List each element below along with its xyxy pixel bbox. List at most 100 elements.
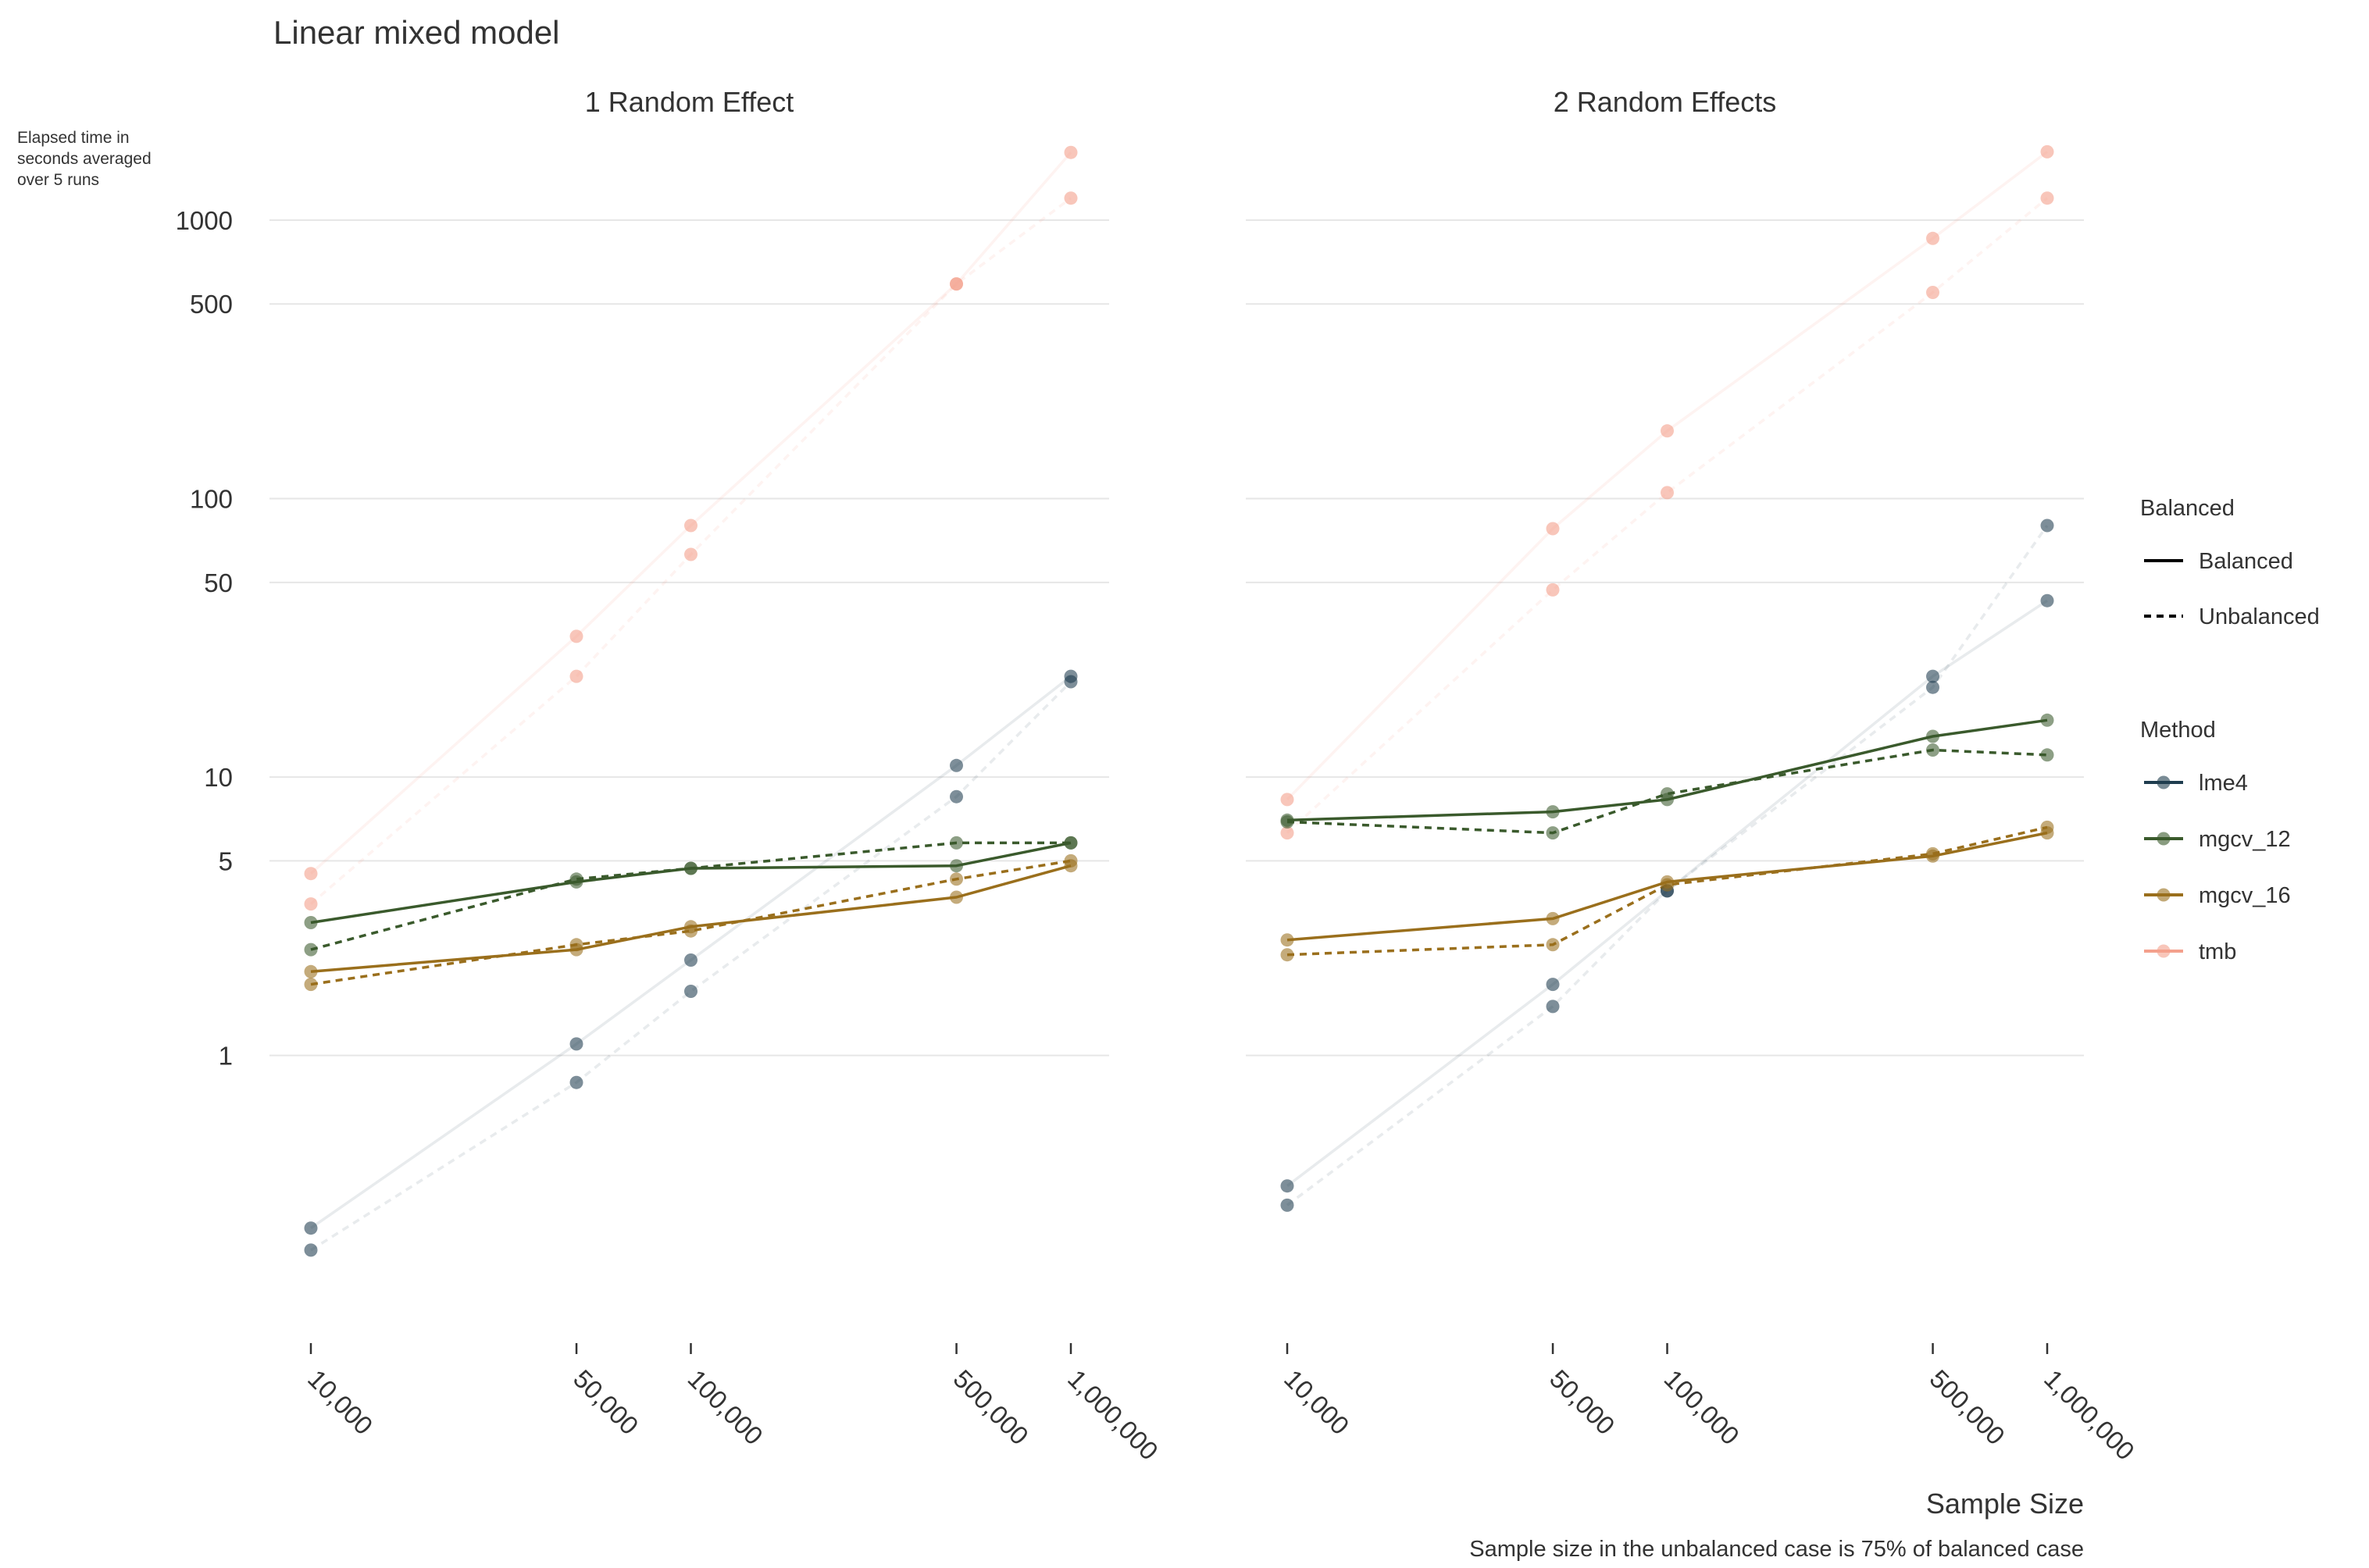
y-tick-label: 500 [190, 290, 233, 319]
y-tick-label: 100 [190, 484, 233, 513]
point-lme4-unbalanced [2040, 519, 2054, 533]
point-mgcv-16-unbalanced [684, 924, 697, 938]
point-mgcv-12-unbalanced [950, 836, 963, 850]
point-tmb-unbalanced [1661, 486, 1674, 500]
y-tick-label: 1 [219, 1042, 233, 1071]
x-axis-label: Sample Size [1926, 1488, 2084, 1520]
point-mgcv-16-unbalanced [1064, 853, 1078, 868]
point-tmb-unbalanced [304, 897, 318, 911]
point-tmb-unbalanced [1926, 286, 1939, 299]
point-mgcv-12-unbalanced [1064, 836, 1078, 850]
y-tick-label: 5 [219, 846, 233, 875]
legend-key-point-tmb [2157, 944, 2171, 958]
point-tmb-balanced [1280, 793, 1294, 807]
point-lme4-unbalanced [684, 985, 697, 998]
point-mgcv-12-unbalanced [304, 943, 318, 957]
point-mgcv-12-balanced [2040, 713, 2054, 727]
point-mgcv-12-unbalanced [1926, 743, 1939, 757]
legend-label-mgcv-16: mgcv_16 [2199, 883, 2291, 908]
point-tmb-balanced [2040, 144, 2054, 159]
point-mgcv-12-balanced [304, 916, 318, 929]
point-tmb-balanced [304, 867, 318, 881]
point-mgcv-12-balanced [1546, 805, 1560, 819]
y-axis-label-line-3: over 5 runs [17, 171, 99, 189]
point-lme4-balanced [2040, 593, 2054, 608]
y-axis-label-line-2: seconds averaged [17, 150, 152, 168]
y-tick-label: 50 [204, 568, 233, 597]
point-tmb-balanced [569, 629, 583, 643]
point-mgcv-12-balanced [1926, 729, 1939, 743]
chart-caption: Sample size in the unbalanced case is 75… [1469, 1537, 2084, 1562]
point-mgcv-16-unbalanced [304, 978, 318, 992]
point-mgcv-16-unbalanced [1280, 948, 1294, 962]
point-lme4-balanced [1546, 978, 1560, 992]
legend-label-mgcv-12: mgcv_12 [2199, 827, 2291, 852]
legend-key-point-mgcv-12 [2157, 832, 2171, 846]
point-lme4-unbalanced [1926, 680, 1939, 694]
point-mgcv-16-unbalanced [1546, 938, 1560, 952]
point-mgcv-16-unbalanced [1661, 878, 1674, 892]
point-mgcv-16-unbalanced [950, 872, 963, 886]
point-tmb-balanced [1546, 522, 1560, 536]
point-tmb-unbalanced [1546, 583, 1560, 597]
legend-label-lme4: lme4 [2199, 771, 2248, 796]
y-tick-label: 1000 [176, 206, 233, 235]
panel-title: 2 Random Effects [1554, 86, 1777, 118]
point-tmb-balanced [1926, 231, 1939, 245]
point-tmb-unbalanced [569, 669, 583, 683]
point-mgcv-12-balanced [950, 859, 963, 873]
point-mgcv-16-balanced [1546, 911, 1560, 925]
point-tmb-balanced [1661, 424, 1674, 438]
series-line-mgcv-12-unbalanced [1286, 748, 2048, 835]
point-lme4-balanced [1926, 669, 1939, 683]
point-mgcv-12-unbalanced [569, 872, 583, 886]
point-mgcv-16-balanced [1280, 933, 1294, 947]
point-lme4-unbalanced [1064, 675, 1078, 689]
point-tmb-unbalanced [1280, 826, 1294, 840]
point-mgcv-12-unbalanced [1280, 815, 1294, 829]
point-mgcv-16-balanced [304, 964, 318, 978]
point-lme4-unbalanced [304, 1243, 318, 1257]
legend-key-point-mgcv-16 [2157, 888, 2171, 902]
legend-label-tmb: tmb [2199, 939, 2236, 964]
point-mgcv-12-unbalanced [1546, 826, 1560, 840]
point-mgcv-12-unbalanced [2040, 748, 2054, 762]
point-lme4-balanced [1280, 1179, 1294, 1193]
point-mgcv-16-unbalanced [1926, 846, 1939, 861]
point-tmb-unbalanced [950, 277, 963, 291]
panel-title: 1 Random Effect [585, 86, 794, 118]
point-lme4-balanced [950, 758, 963, 772]
legend-label-balanced: Balanced [2199, 549, 2293, 574]
point-mgcv-16-balanced [950, 890, 963, 904]
point-lme4-balanced [569, 1037, 583, 1051]
point-mgcv-12-unbalanced [1661, 787, 1674, 801]
series-line-mgcv-16-unbalanced [310, 859, 1072, 986]
legend: Balanced Balanced Unbalanced Method lme4 mgcv… [2140, 496, 2320, 964]
y-tick-label: 10 [204, 763, 233, 792]
legend-title-balanced: Balanced [2140, 496, 2235, 521]
point-tmb-balanced [684, 519, 697, 533]
legend-key-point-lme4 [2157, 775, 2171, 789]
y-axis-label: Elapsed time in seconds averaged over 5 … [17, 129, 155, 189]
legend-title-method: Method [2140, 718, 2216, 743]
chart-title: Linear mixed model [273, 14, 560, 51]
point-tmb-unbalanced [1064, 191, 1078, 205]
point-lme4-unbalanced [1546, 1000, 1560, 1014]
point-tmb-unbalanced [2040, 191, 2054, 205]
point-mgcv-12-unbalanced [684, 861, 697, 875]
y-axis-label-line-1: Elapsed time in [17, 129, 130, 147]
point-lme4-unbalanced [1280, 1198, 1294, 1212]
point-tmb-balanced [1064, 145, 1078, 159]
point-mgcv-16-unbalanced [569, 938, 583, 952]
point-lme4-balanced [684, 953, 697, 967]
point-tmb-unbalanced [684, 547, 697, 561]
point-mgcv-16-unbalanced [2040, 820, 2054, 834]
legend-label-unbalanced: Unbalanced [2199, 604, 2320, 629]
point-lme4-unbalanced [569, 1075, 583, 1089]
series-line-tmb-unbalanced [1286, 197, 2049, 834]
series-line-lme4-unbalanced [310, 680, 1072, 1252]
point-lme4-unbalanced [950, 789, 963, 804]
series-line-mgcv-16-unbalanced [1286, 825, 2048, 957]
